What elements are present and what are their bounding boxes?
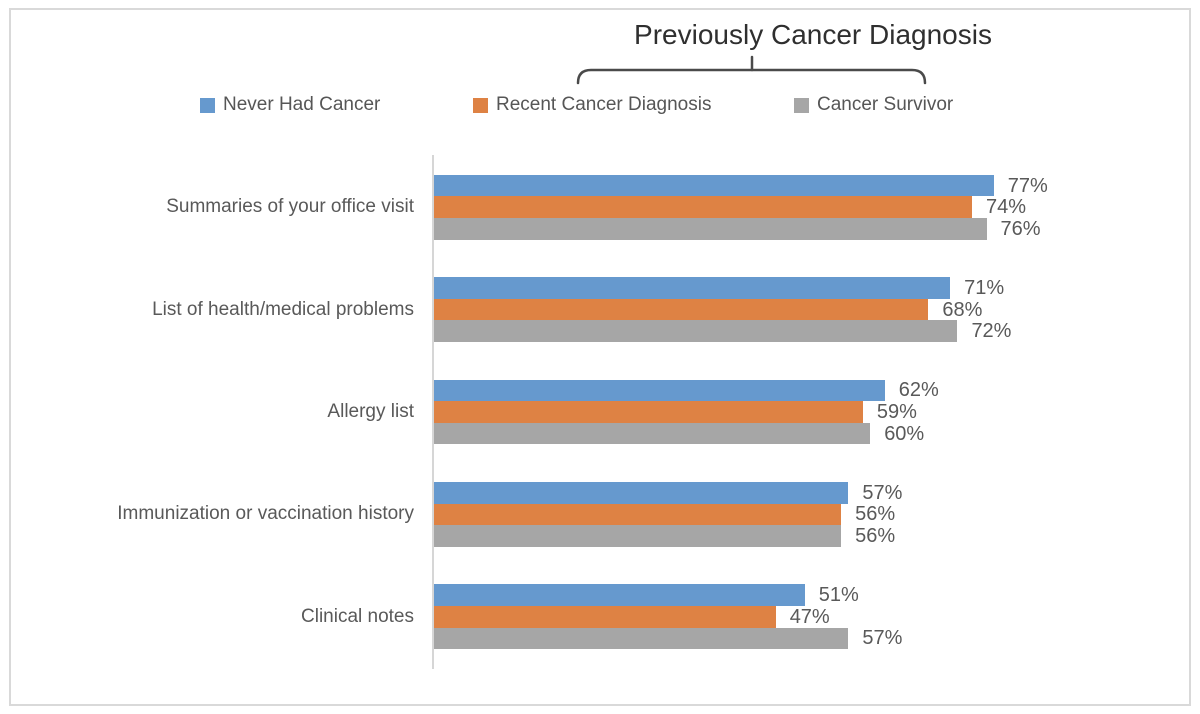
data-label-cancer-survivor-immunization-or-vaccination-history: 56% <box>855 525 896 547</box>
category-axis-line <box>432 155 434 669</box>
legend-swatch-never-had-cancer <box>200 97 215 113</box>
data-label-recent-cancer-diagnosis-clinical-notes: 47% <box>789 605 830 628</box>
bar-recent-cancer-diagnosis-allergy-list <box>434 401 863 423</box>
bar-cancer-survivor-allergy-list <box>434 422 871 445</box>
data-label-recent-cancer-diagnosis-allergy-list: 59% <box>876 401 917 423</box>
data-label-cancer-survivor-clinical-notes: 57% <box>862 627 903 650</box>
bar-never-had-cancer-immunization-or-vaccination-history <box>434 482 849 504</box>
bar-never-had-cancer-allergy-list <box>434 379 885 402</box>
legend-item-recent-cancer-diagnosis: Recent Cancer Diagnosis <box>473 94 711 116</box>
data-label-never-had-cancer-clinical-notes: 51% <box>818 584 859 607</box>
category-label-clinical-notes: Clinical notes <box>301 605 414 627</box>
legend-label: Recent Cancer Diagnosis <box>496 94 712 115</box>
data-label-recent-cancer-diagnosis-summaries-of-your-office-visit: 74% <box>985 196 1026 219</box>
bar-cancer-survivor-list-of-health-medical-problems <box>434 320 958 342</box>
category-label-allergy-list: Allergy list <box>327 401 414 422</box>
bar-never-had-cancer-summaries-of-your-office-visit <box>434 174 994 197</box>
legend-label: Cancer Survivor <box>817 94 954 115</box>
category-label-list-of-health-medical-problems: List of health/medical problems <box>152 298 414 320</box>
bar-recent-cancer-diagnosis-clinical-notes <box>434 606 776 628</box>
bar-recent-cancer-diagnosis-immunization-or-vaccination-history <box>434 503 842 526</box>
bar-recent-cancer-diagnosis-summaries-of-your-office-visit <box>434 196 972 218</box>
legend-swatch-cancer-survivor <box>794 97 809 113</box>
data-label-cancer-survivor-list-of-health-medical-problems: 72% <box>971 320 1012 343</box>
chart-title: Previously Cancer Diagnosis <box>634 19 992 50</box>
data-label-recent-cancer-diagnosis-immunization-or-vaccination-history: 56% <box>855 503 896 526</box>
legend-swatch-recent-cancer-diagnosis <box>473 97 488 113</box>
data-label-never-had-cancer-summaries-of-your-office-visit: 77% <box>1007 174 1048 197</box>
bar-cancer-survivor-immunization-or-vaccination-history <box>434 525 842 547</box>
data-label-never-had-cancer-immunization-or-vaccination-history: 57% <box>862 481 903 504</box>
legend-label: Never Had Cancer <box>223 94 381 115</box>
category-label-immunization-or-vaccination-history: Immunization or vaccination history <box>117 503 414 525</box>
bar-cancer-survivor-summaries-of-your-office-visit <box>434 218 987 240</box>
chart-border <box>9 8 1191 706</box>
legend-item-never-had-cancer: Never Had Cancer <box>200 94 380 116</box>
category-label-summaries-of-your-office-visit: Summaries of your office visit <box>166 196 414 218</box>
data-label-cancer-survivor-allergy-list: 60% <box>884 422 925 445</box>
data-label-recent-cancer-diagnosis-list-of-health-medical-problems: 68% <box>942 298 983 321</box>
bar-cancer-survivor-clinical-notes <box>434 627 849 650</box>
data-label-cancer-survivor-summaries-of-your-office-visit: 76% <box>1000 217 1041 240</box>
legend-item-cancer-survivor: Cancer Survivor <box>794 94 953 116</box>
bar-never-had-cancer-clinical-notes <box>434 584 805 606</box>
data-label-never-had-cancer-list-of-health-medical-problems: 71% <box>964 277 1005 299</box>
data-label-never-had-cancer-allergy-list: 62% <box>898 379 939 402</box>
bar-never-had-cancer-list-of-health-medical-problems <box>434 277 951 299</box>
bar-recent-cancer-diagnosis-list-of-health-medical-problems <box>434 298 929 321</box>
